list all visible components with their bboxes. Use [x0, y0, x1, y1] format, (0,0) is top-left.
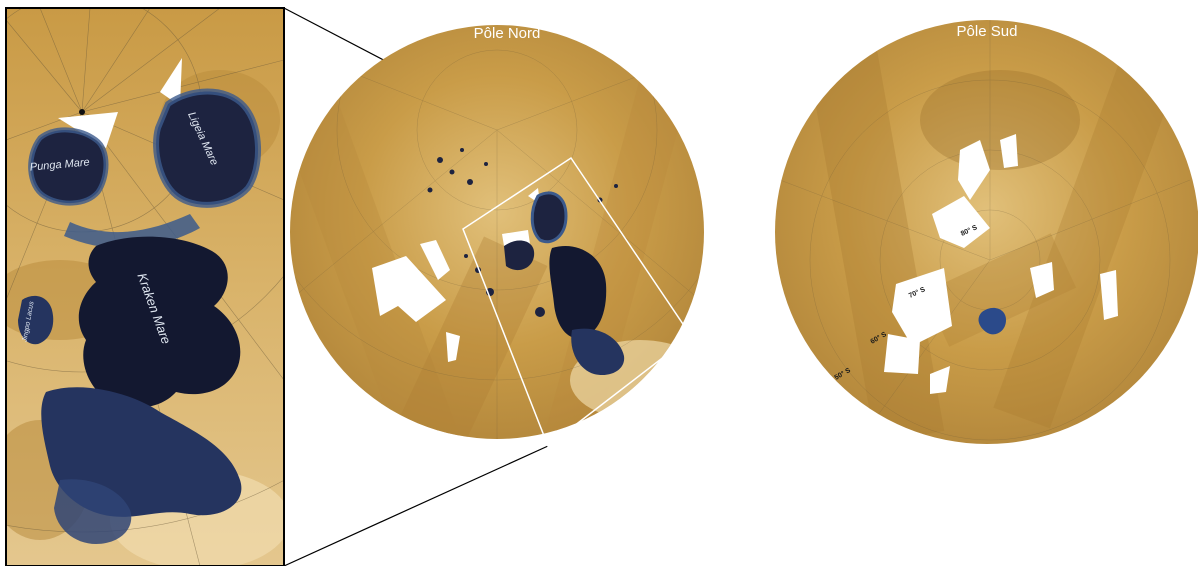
- south-pole-title: Pôle Sud: [957, 23, 1018, 40]
- data-gap: [884, 334, 920, 374]
- data-gap: [160, 58, 182, 106]
- kraken-mare: [41, 236, 242, 544]
- data-gap: [930, 366, 950, 394]
- data-gap: [958, 140, 990, 200]
- data-gap: [58, 112, 118, 148]
- zoom-panel: Punga Mare Ligeia Mare Kraken Mare Jingp…: [5, 7, 285, 566]
- south-lake: [978, 307, 1006, 335]
- north-pole-marker: [79, 109, 85, 115]
- data-gap: [372, 256, 446, 322]
- data-gap: [892, 268, 952, 346]
- data-gap: [1100, 270, 1118, 320]
- ligeia-mare: [153, 88, 261, 208]
- inset-box: [462, 156, 693, 448]
- data-gap: [420, 240, 450, 280]
- data-gap: [1000, 134, 1018, 168]
- punga-mare: [28, 127, 109, 206]
- zoom-panel-frame: [5, 7, 285, 566]
- data-gap: [446, 332, 460, 362]
- north-pole-title: Pôle Nord: [474, 25, 541, 42]
- data-gap: [932, 196, 990, 248]
- data-gap: [1030, 262, 1054, 298]
- south-pole-map: Pôle Sud 80° S 70° S 60° S 50° S: [775, 20, 1198, 444]
- north-pole-map: Pôle Nord: [290, 25, 704, 448]
- punga-mare-label: Punga Mare: [29, 156, 90, 173]
